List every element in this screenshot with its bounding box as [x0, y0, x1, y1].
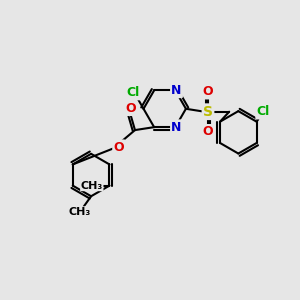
Text: N: N	[171, 121, 182, 134]
Text: N: N	[171, 84, 182, 97]
Text: O: O	[113, 141, 124, 154]
Text: Cl: Cl	[127, 86, 140, 99]
Text: CH₃: CH₃	[81, 181, 103, 190]
Text: Cl: Cl	[256, 105, 270, 118]
Text: O: O	[125, 102, 136, 115]
Text: S: S	[203, 105, 213, 119]
Text: O: O	[203, 85, 213, 98]
Text: O: O	[203, 125, 213, 138]
Text: CH₃: CH₃	[68, 207, 91, 217]
